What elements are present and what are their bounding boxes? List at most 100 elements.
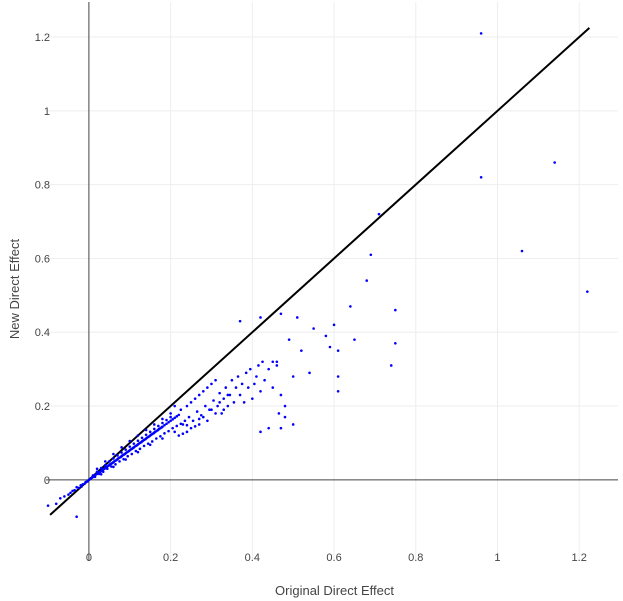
data-point [244,371,248,375]
data-point [479,175,483,179]
data-points [46,32,589,519]
data-point [93,475,97,479]
data-point [275,364,279,367]
data-point [208,408,211,412]
data-point [271,360,275,364]
data-point [189,401,193,404]
data-point [136,434,140,437]
data-point [255,375,258,378]
data-point [479,32,483,35]
x-tick-labels: 0 0.2 0.4 0.6 0.8 1 1.2 [86,552,587,564]
data-point [257,364,260,367]
data-point [312,327,315,330]
data-point [332,323,336,327]
data-point [171,418,174,421]
data-point [132,442,136,445]
data-point [261,360,264,364]
data-point [165,422,168,426]
data-point [71,489,74,493]
data-point [369,253,373,257]
y-tick-label: 0.8 [35,180,50,192]
data-point [259,316,262,319]
data-point [197,423,201,426]
data-point [177,434,181,437]
y-tick-label: 0.6 [35,253,50,265]
data-point [204,404,207,408]
data-point [75,515,78,519]
data-point [116,454,119,457]
data-point [283,404,287,408]
data-point [279,426,283,430]
data-point [54,502,58,506]
data-point [163,423,166,427]
data-point [91,474,95,477]
data-point [191,419,195,423]
data-point [238,319,242,323]
data-point [271,386,275,389]
data-point [120,446,123,449]
data-point [110,465,113,468]
data-point [69,491,72,495]
reference-line [49,27,591,516]
data-point [97,472,101,476]
data-point [553,161,556,164]
data-point [349,305,352,308]
data-point [128,445,132,448]
zero-lines [46,2,618,561]
data-point [146,442,150,445]
data-point [157,424,160,428]
data-point [189,426,193,430]
data-point [99,472,103,476]
data-point [161,421,164,425]
x-tick-label: 0.4 [245,552,260,564]
data-point [353,338,356,341]
data-point [193,397,197,400]
data-point [230,378,234,382]
data-point [169,415,172,419]
data-point [236,375,240,378]
data-point [181,432,185,436]
data-point [77,486,80,490]
data-point [148,430,152,434]
data-point [173,430,176,434]
data-point [246,386,250,389]
data-point [206,386,209,389]
data-point [279,312,283,316]
x-tick-label: 0 [86,552,92,564]
data-point [224,386,228,389]
data-point [103,460,107,463]
data-point [206,419,209,423]
y-tick-label: 0 [44,475,50,487]
data-point [214,412,217,415]
data-point [185,404,189,408]
data-point [126,454,130,458]
data-point [165,418,168,422]
data-point [59,496,62,500]
data-point [118,460,121,463]
data-point [73,488,76,492]
data-point [173,404,176,408]
data-point [169,419,172,423]
data-point [283,415,287,419]
data-point [287,338,291,341]
y-tick-label: 1 [44,106,50,118]
data-point [228,393,232,397]
data-point [197,393,201,397]
data-point [295,316,299,319]
data-point [179,422,183,426]
data-point [586,290,589,293]
data-point [259,389,262,393]
data-point [124,448,127,451]
data-point [212,399,215,402]
data-point [216,404,219,408]
data-point [75,485,78,489]
data-point [171,426,174,430]
data-point [210,382,213,386]
data-point [140,436,144,440]
data-point [197,417,201,421]
data-point [101,470,105,474]
data-point [394,342,397,345]
data-point [336,389,340,393]
y-tick-label: 1.2 [35,32,50,44]
